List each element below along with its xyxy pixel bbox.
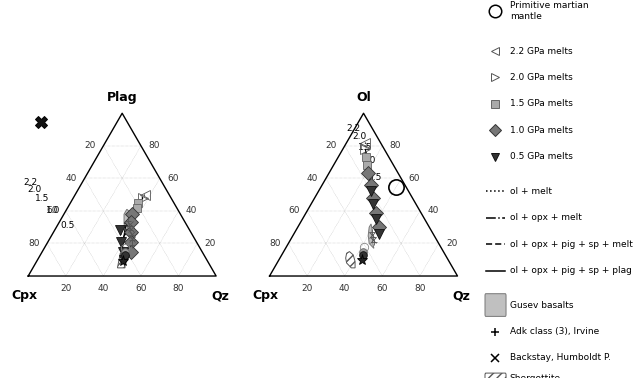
Text: 60: 60 bbox=[409, 174, 420, 183]
Text: Backstay, Humboldt P.: Backstay, Humboldt P. bbox=[510, 353, 611, 363]
Text: Gusev basalts: Gusev basalts bbox=[510, 301, 573, 310]
Text: 0.5: 0.5 bbox=[61, 221, 75, 230]
Text: Ol: Ol bbox=[356, 91, 371, 104]
Text: 1.0: 1.0 bbox=[361, 156, 376, 165]
Text: Qz: Qz bbox=[453, 289, 470, 302]
Text: 40: 40 bbox=[186, 206, 197, 215]
Text: 2.2 GPa melts: 2.2 GPa melts bbox=[510, 46, 572, 56]
Text: Primitive martian
mantle: Primitive martian mantle bbox=[510, 1, 589, 22]
Text: 40: 40 bbox=[339, 284, 351, 293]
Text: 2.2: 2.2 bbox=[23, 178, 37, 187]
Text: 20: 20 bbox=[301, 284, 313, 293]
Text: 40: 40 bbox=[307, 174, 318, 183]
Text: 80: 80 bbox=[269, 239, 281, 248]
Text: 60: 60 bbox=[167, 174, 179, 183]
Text: 0.5: 0.5 bbox=[367, 173, 382, 182]
Text: ol + opx + pig + sp + melt: ol + opx + pig + sp + melt bbox=[510, 240, 632, 249]
Text: 60: 60 bbox=[288, 206, 299, 215]
Text: 2.0: 2.0 bbox=[352, 132, 367, 141]
Text: 1.0: 1.0 bbox=[46, 206, 60, 215]
Text: 20: 20 bbox=[326, 141, 337, 150]
Text: 40: 40 bbox=[97, 284, 109, 293]
Text: 60: 60 bbox=[135, 284, 147, 293]
Text: ol + opx + pig + sp + plag +melt: ol + opx + pig + sp + plag +melt bbox=[510, 266, 633, 275]
Text: Adk class (3), Irvine: Adk class (3), Irvine bbox=[510, 327, 599, 336]
Polygon shape bbox=[118, 253, 125, 268]
Polygon shape bbox=[368, 224, 374, 248]
Text: 60: 60 bbox=[47, 206, 58, 215]
Text: 80: 80 bbox=[28, 239, 39, 248]
Polygon shape bbox=[346, 252, 355, 268]
Text: Cpx: Cpx bbox=[253, 289, 279, 302]
Text: ol + melt: ol + melt bbox=[510, 187, 552, 196]
Text: Qz: Qz bbox=[211, 289, 229, 302]
Text: 80: 80 bbox=[149, 141, 160, 150]
Text: 1.5: 1.5 bbox=[34, 194, 49, 203]
Polygon shape bbox=[124, 209, 137, 237]
Text: 2.0 GPa melts: 2.0 GPa melts bbox=[510, 73, 572, 82]
Text: 20: 20 bbox=[446, 239, 458, 248]
Text: 2.2: 2.2 bbox=[347, 124, 361, 133]
Text: Plag: Plag bbox=[107, 91, 137, 104]
Text: 80: 80 bbox=[173, 284, 184, 293]
Text: 20: 20 bbox=[205, 239, 216, 248]
Text: 1.5 GPa melts: 1.5 GPa melts bbox=[510, 99, 573, 108]
FancyBboxPatch shape bbox=[485, 373, 506, 378]
Text: 40: 40 bbox=[66, 174, 77, 183]
Text: 1.5: 1.5 bbox=[358, 143, 372, 152]
Text: 20: 20 bbox=[60, 284, 72, 293]
Text: 40: 40 bbox=[427, 206, 439, 215]
FancyBboxPatch shape bbox=[485, 294, 506, 316]
Text: 60: 60 bbox=[377, 284, 388, 293]
Text: 0.5 GPa melts: 0.5 GPa melts bbox=[510, 152, 573, 161]
Text: ol + opx + melt: ol + opx + melt bbox=[510, 213, 582, 222]
Text: 80: 80 bbox=[390, 141, 401, 150]
Text: 2.0: 2.0 bbox=[27, 185, 41, 194]
Text: Shergottite
melts: Shergottite melts bbox=[510, 374, 561, 378]
Text: 20: 20 bbox=[84, 141, 96, 150]
Text: 80: 80 bbox=[414, 284, 425, 293]
Text: Cpx: Cpx bbox=[11, 289, 37, 302]
Text: 1.0 GPa melts: 1.0 GPa melts bbox=[510, 126, 573, 135]
